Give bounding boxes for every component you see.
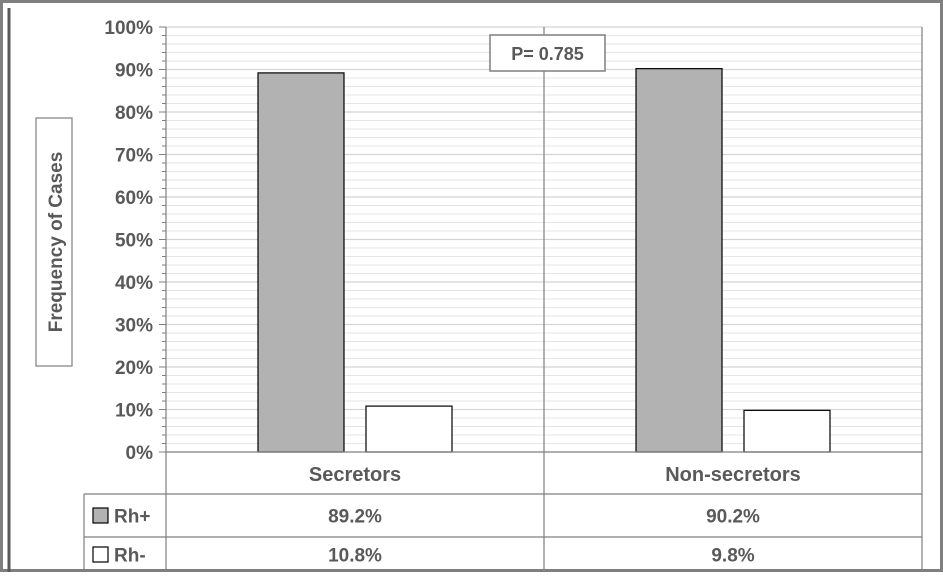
bar-rh-non-secretors: [635, 68, 723, 453]
bars-layer: [257, 68, 831, 453]
category-label: Secretors: [309, 464, 401, 486]
legend-key-rh: [92, 546, 109, 563]
data-table: Secretors Non-secretors Rh+ 89.2% 90.2% Rh- 10…: [83, 451, 922, 572]
y-axis-title: Frequency of Cases: [46, 152, 67, 333]
bar-rh-secretors: [257, 72, 345, 453]
y-tick-label: 0%: [126, 443, 154, 464]
data-value-label: 9.8%: [711, 546, 754, 567]
data-value-label: 90.2%: [706, 507, 760, 528]
bar-rh-secretors: [365, 405, 453, 453]
bar-rh-non-secretors: [743, 409, 831, 453]
y-tick-label: 20%: [115, 358, 153, 379]
y-tick-label: 60%: [115, 188, 153, 209]
y-axis-title-frame: [35, 117, 73, 367]
data-value-label: 10.8%: [328, 546, 382, 567]
y-axis-title-box: Frequency of Cases: [35, 117, 73, 367]
category-label: Non-secretors: [665, 464, 801, 486]
p-value-annotation: P= 0.785: [489, 34, 606, 72]
legend-key-rh: [92, 507, 109, 524]
legend-series-name: Rh-: [114, 546, 146, 567]
y-tick-label: 30%: [115, 316, 153, 337]
p-value-text: P= 0.785: [511, 44, 584, 64]
y-tick-label: 80%: [115, 103, 153, 124]
y-tick-label: 50%: [115, 231, 153, 252]
y-tick-label: 70%: [115, 146, 153, 167]
p-value-box: [489, 34, 606, 72]
y-tick-label: 40%: [115, 273, 153, 294]
data-value-label: 89.2%: [328, 507, 382, 528]
y-tick-label: 90%: [115, 61, 153, 82]
y-tick-label: 100%: [104, 18, 153, 39]
y-tick-label: 10%: [115, 401, 153, 422]
legend-series-name: Rh+: [114, 507, 150, 528]
